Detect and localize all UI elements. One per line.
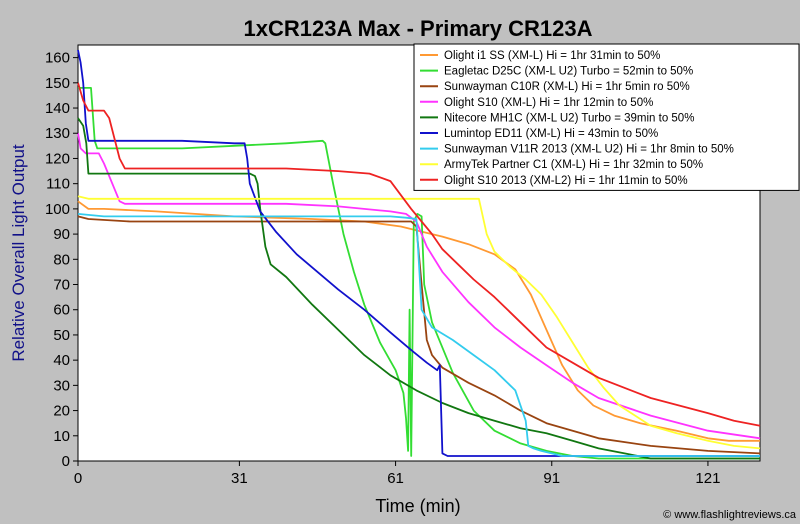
y-tick-label: 130 xyxy=(45,125,70,142)
y-axis-label: Relative Overall Light Output xyxy=(9,144,28,362)
axis-layer: 0 10 20 30 40 50 60 70 80 90 100 110 120 130 140 150 160… xyxy=(45,50,720,487)
legend-entry: Lumintop ED11 (XM-L) Hi = 43min to 50% xyxy=(444,128,658,140)
y-tick-label: 70 xyxy=(53,277,70,294)
y-tick-label: 40 xyxy=(53,352,70,369)
x-axis-label: Time (min) xyxy=(375,496,460,516)
y-tick-label: 30 xyxy=(53,377,70,394)
legend-entry: Sunwayman V11R 2013 (XM-L U2) Hi = 1hr 8… xyxy=(444,144,734,156)
series-layer xyxy=(77,49,761,460)
y-tick-label: 50 xyxy=(53,327,70,344)
legend-entry: Sunwayman C10R (XM-L) Hi = 1hr 5min ro 5… xyxy=(444,81,690,93)
y-tick-label: 20 xyxy=(53,403,70,420)
legend-entry: Olight i1 SS (XM-L) Hi = 1hr 31min to 50… xyxy=(444,50,660,62)
series-line-4 xyxy=(77,133,761,440)
legend: Olight i1 SS (XM-L) Hi = 1hr 31min to 50… xyxy=(413,43,800,191)
y-tick-label: 60 xyxy=(53,302,70,319)
series-line-6 xyxy=(77,49,760,457)
y-tick-label: 10 xyxy=(53,428,70,445)
y-tick-label: 90 xyxy=(53,226,70,243)
x-tick-label: 31 xyxy=(231,470,248,487)
legend-entry: Eagletac D25C (XM-L U2) Turbo = 52min to… xyxy=(444,66,693,78)
x-tick-label: 61 xyxy=(387,470,404,487)
series-line-5 xyxy=(77,117,760,460)
y-tick-label: 80 xyxy=(53,251,70,268)
legend-entry: Olight S10 2013 (XM-L2) Hi = 1hr 11min t… xyxy=(444,175,688,187)
chart-title: 1xCR123A Max - Primary CR123A xyxy=(244,16,593,41)
y-tick-label: 140 xyxy=(45,100,70,117)
legend-box xyxy=(413,43,800,191)
x-tick-label: 91 xyxy=(543,470,560,487)
x-tick-label: 121 xyxy=(695,470,720,487)
y-tick-label: 160 xyxy=(45,50,70,67)
x-tick-label: 0 xyxy=(74,470,82,487)
series-line-7 xyxy=(77,213,760,457)
y-tick-label: 120 xyxy=(45,150,70,167)
y-tick-label: 110 xyxy=(46,176,70,193)
series-line-8 xyxy=(77,195,761,450)
legend-entry: Nitecore MH1C (XM-L U2) Turbo = 39min to… xyxy=(444,112,694,124)
legend-entry: ArmyTek Partner C1 (XM-L) Hi = 1hr 32min… xyxy=(444,159,703,171)
series-line-9 xyxy=(77,82,761,427)
y-tick-label: 150 xyxy=(45,75,70,92)
watermark: © www.flashlightreviews.ca xyxy=(663,509,797,521)
legend-entry: Olight S10 (XM-L) Hi = 1hr 12min to 50% xyxy=(444,97,653,109)
y-tick-label: 100 xyxy=(45,201,70,218)
y-tick-label: 0 xyxy=(62,453,70,470)
